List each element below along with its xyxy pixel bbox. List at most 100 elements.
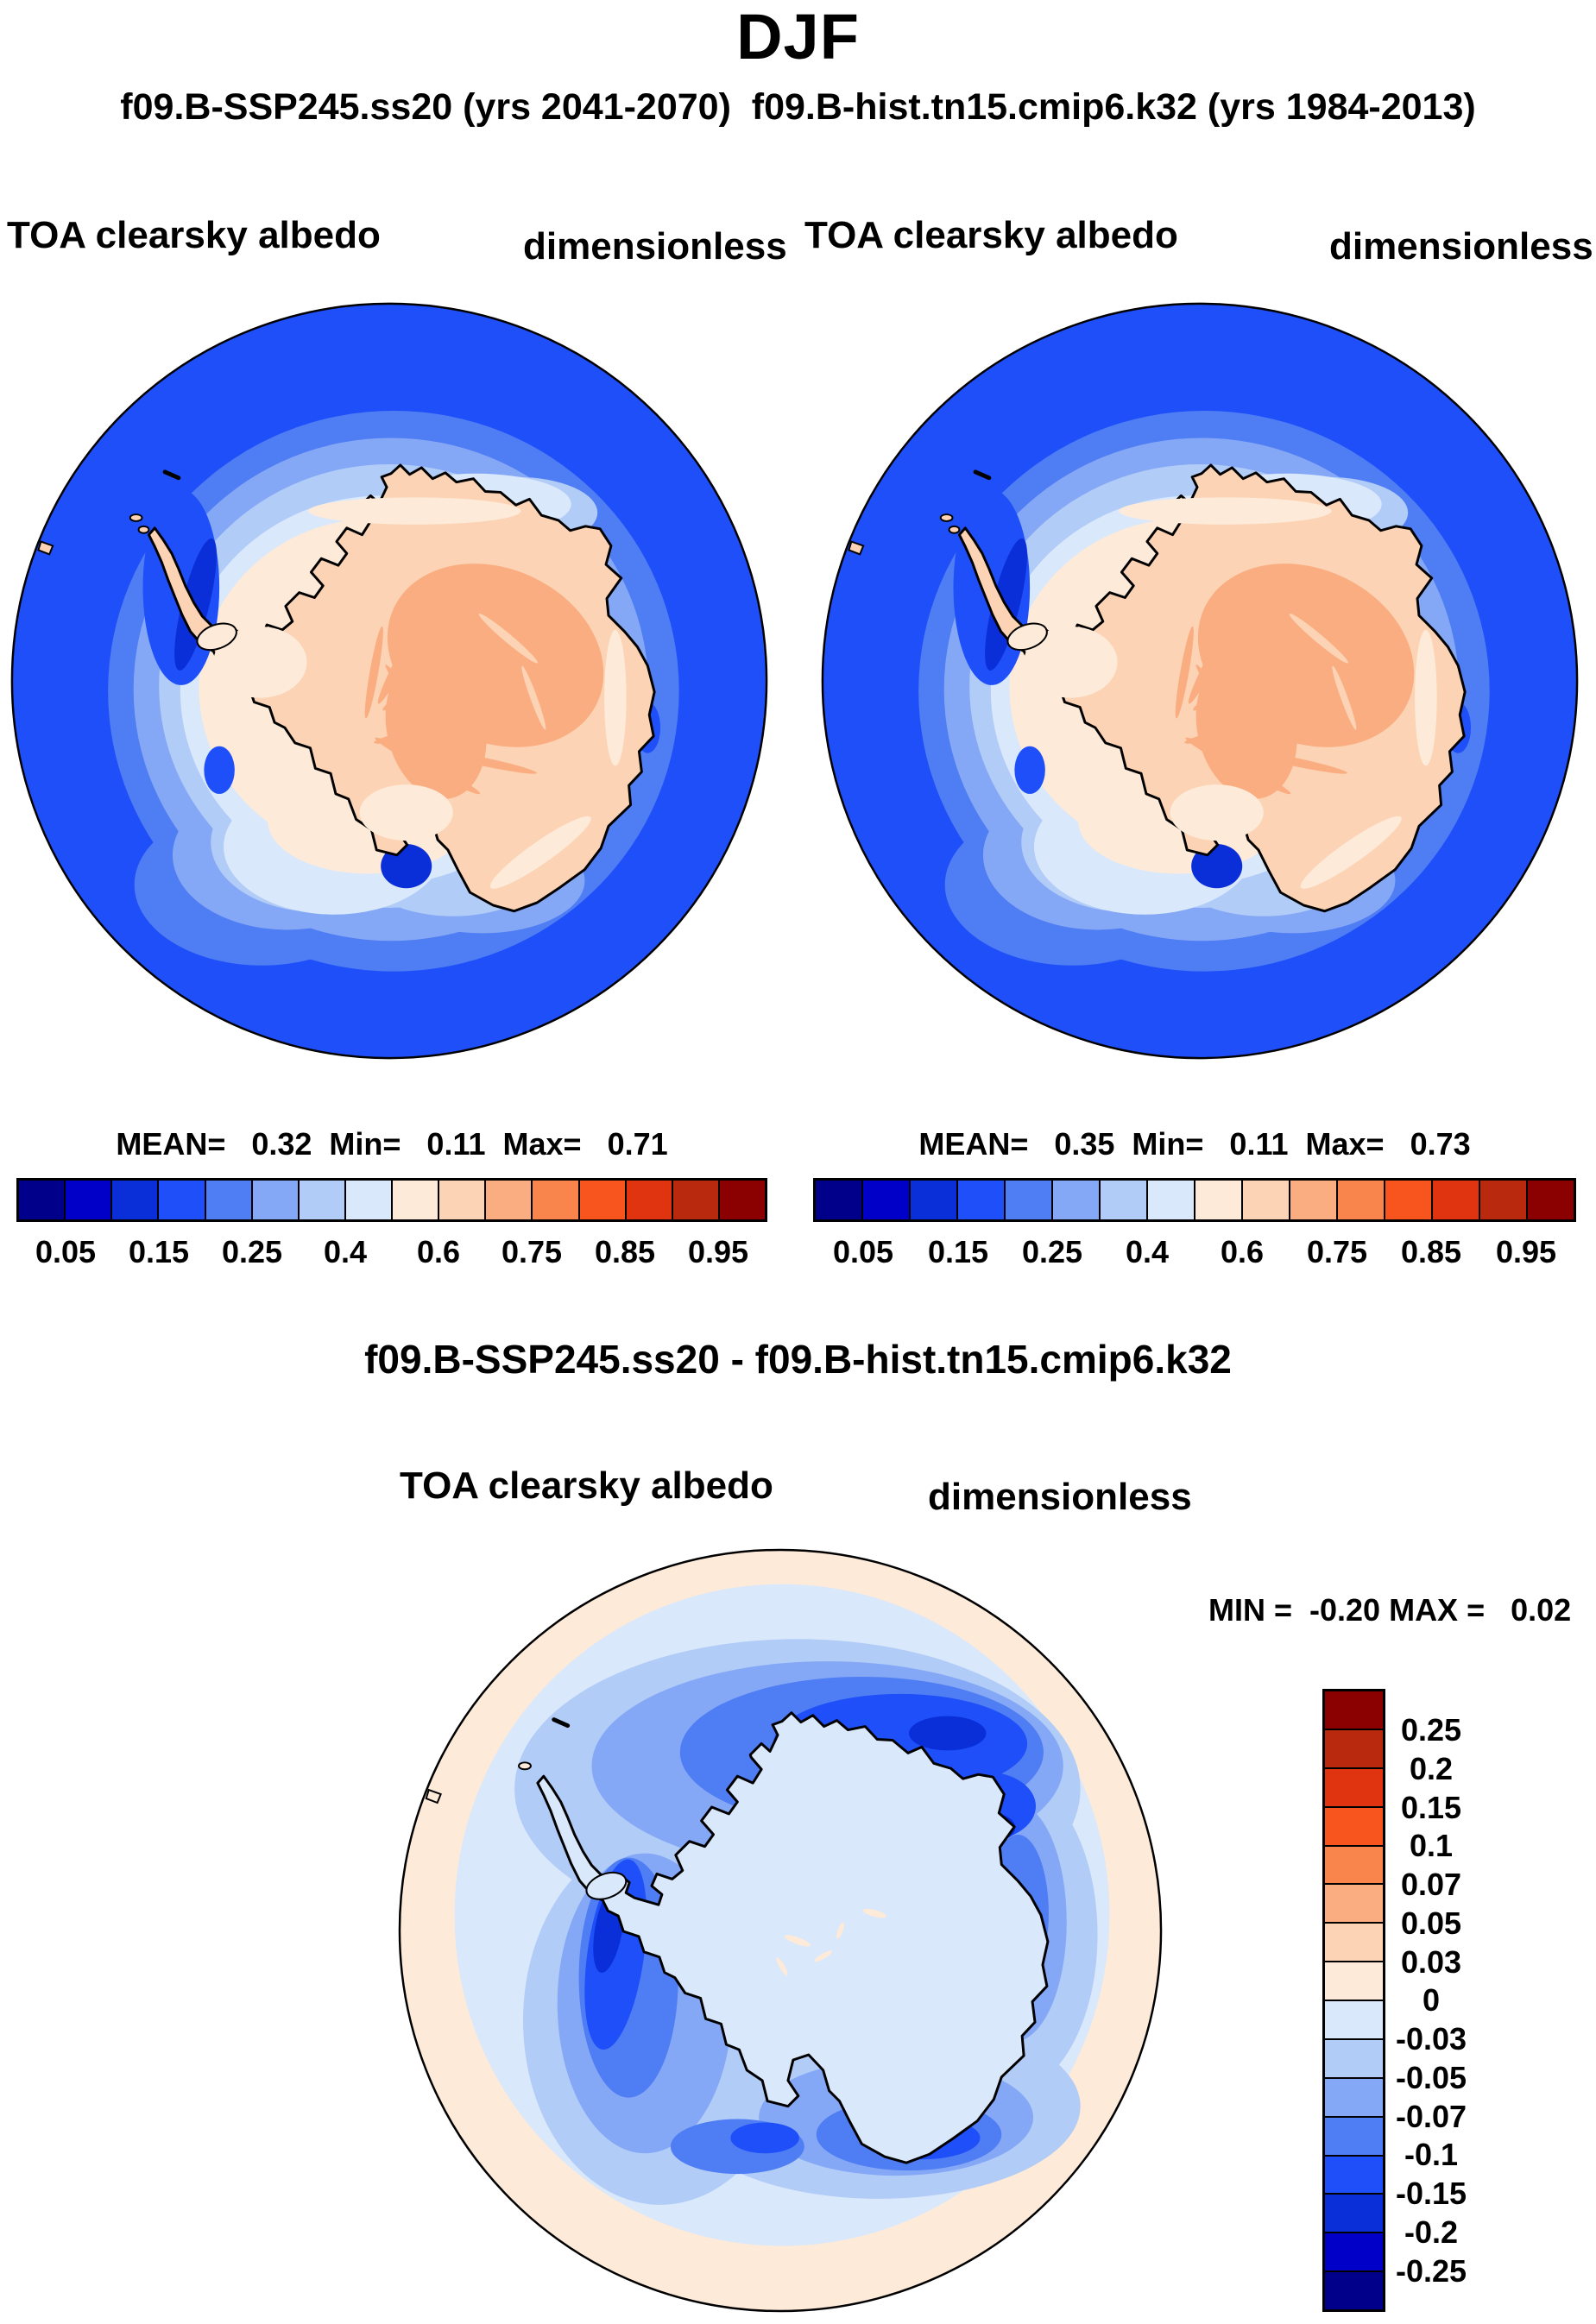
right-field-label: TOA clearsky albedo	[804, 214, 1178, 256]
diff-units-label: dimensionless	[928, 1476, 1192, 1518]
colorbar-tick: 0.6	[416, 1234, 461, 1269]
left-field-label: TOA clearsky albedo	[7, 214, 381, 256]
colorbar-cell	[1325, 2076, 1383, 2116]
colorbar-cell	[1325, 1691, 1383, 1729]
left-colorbar	[16, 1178, 767, 1222]
diff-field-label: TOA clearsky albedo	[400, 1464, 773, 1507]
colorbar-cell	[1336, 1181, 1384, 1219]
right-stats-line: MEAN= 0.35 Min= 0.11 Max= 0.73	[918, 1126, 1471, 1162]
runs-title: f09.B-SSP245.ss20 (yrs 2041-2070) f09.B-…	[120, 86, 1476, 128]
colorbar-tick: 0.25	[1400, 1712, 1462, 1748]
map-albedo-hist	[817, 299, 1582, 1063]
colorbar-tick: -0.03	[1395, 2021, 1467, 2056]
colorbar-cell	[157, 1181, 205, 1219]
colorbar-cell	[1194, 1181, 1241, 1219]
colorbar-tick: 0.85	[594, 1234, 656, 1269]
colorbar-cell	[1325, 1961, 1383, 2000]
colorbar-cell	[1325, 1728, 1383, 1767]
colorbar-cell	[204, 1181, 251, 1219]
colorbar-cell	[297, 1181, 344, 1219]
colorbar-cell	[1325, 1805, 1383, 1845]
colorbar-cell	[344, 1181, 391, 1219]
colorbar-tick: 0.4	[1125, 1234, 1170, 1269]
colorbar-cell	[110, 1181, 158, 1219]
colorbar-cell	[64, 1181, 111, 1219]
colorbar-tick: 0.15	[128, 1234, 190, 1269]
colorbar-cell	[861, 1181, 909, 1219]
colorbar-cell	[250, 1181, 298, 1219]
colorbar-cell	[1325, 2115, 1383, 2155]
colorbar-tick: 0.15	[927, 1234, 989, 1269]
colorbar-tick: -0.1	[1404, 2137, 1459, 2172]
diff-colorbar	[1322, 1689, 1385, 2312]
colorbar-tick: 0.05	[1400, 1905, 1462, 1941]
colorbar-tick: 0	[1422, 1982, 1441, 2018]
colorbar-tick: 0.75	[1306, 1234, 1368, 1269]
colorbar-cell	[1325, 1922, 1383, 1962]
colorbar-tick: 0.95	[687, 1234, 749, 1269]
colorbar-tick: 0.25	[221, 1234, 283, 1269]
colorbar-cell	[1325, 1767, 1383, 1806]
map-albedo-ssp245	[7, 299, 772, 1063]
colorbar-cell	[1325, 2154, 1383, 2194]
left-stats-line: MEAN= 0.32 Min= 0.11 Max= 0.71	[116, 1126, 668, 1162]
colorbar-cell	[531, 1181, 578, 1219]
left-colorbar-ticks: 0.05 0.15 0.25 0.4 0.6 0.75 0.85 0.95	[16, 1234, 767, 1272]
colorbar-tick: 0.4	[323, 1234, 368, 1269]
right-colorbar	[813, 1178, 1576, 1222]
colorbar-tick: 0.05	[35, 1234, 97, 1269]
colorbar-cell	[909, 1181, 956, 1219]
map-albedo-difference	[394, 1545, 1166, 2316]
season-title: DJF	[736, 1, 860, 72]
colorbar-cell	[671, 1181, 718, 1219]
colorbar-cell	[391, 1181, 438, 1219]
colorbar-cell	[816, 1181, 861, 1219]
colorbar-tick: 0.1	[1409, 1828, 1454, 1863]
colorbar-cell	[1325, 2037, 1383, 2077]
colorbar-cell	[624, 1181, 672, 1219]
diff-colorbar-ticks: 0.25 0.2 0.15 0.1 0.07 0.05 0.03 0 -0.03…	[1381, 1689, 1481, 2312]
colorbar-cell	[1526, 1181, 1574, 1219]
colorbar-cell	[577, 1181, 625, 1219]
colorbar-tick: -0.2	[1404, 2214, 1459, 2250]
colorbar-tick: 0.2	[1409, 1751, 1454, 1786]
colorbar-tick: 0.05	[832, 1234, 894, 1269]
colorbar-tick: -0.07	[1395, 2099, 1467, 2134]
colorbar-cell	[438, 1181, 485, 1219]
colorbar-cell	[1325, 2232, 1383, 2271]
colorbar-cell	[1289, 1181, 1336, 1219]
colorbar-tick: 0.75	[501, 1234, 563, 1269]
colorbar-cell	[484, 1181, 532, 1219]
colorbar-cell	[1325, 2000, 1383, 2038]
colorbar-tick: 0.15	[1400, 1790, 1462, 1825]
colorbar-tick: 0.03	[1400, 1944, 1462, 1980]
colorbar-cell	[956, 1181, 1004, 1219]
colorbar-cell	[1325, 2193, 1383, 2233]
colorbar-cell	[1325, 2270, 1383, 2309]
colorbar-tick: 0.07	[1400, 1867, 1462, 1902]
colorbar-tick: 0.85	[1400, 1234, 1462, 1269]
colorbar-cell	[1431, 1181, 1479, 1219]
right-units-label: dimensionless	[1329, 225, 1593, 268]
left-units-label: dimensionless	[523, 225, 787, 268]
colorbar-cell	[1241, 1181, 1289, 1219]
colorbar-cell	[1325, 1844, 1383, 1884]
diff-stats-line: MIN = -0.20 MAX = 0.02	[1208, 1592, 1572, 1628]
colorbar-cell	[1384, 1181, 1431, 1219]
colorbar-cell	[1479, 1181, 1526, 1219]
colorbar-cell	[19, 1181, 65, 1219]
colorbar-tick: 0.25	[1021, 1234, 1083, 1269]
colorbar-tick: 0.95	[1495, 1234, 1557, 1269]
colorbar-cell	[1325, 1883, 1383, 1923]
colorbar-cell	[1051, 1181, 1099, 1219]
diff-title: f09.B-SSP245.ss20 - f09.B-hist.tn15.cmip…	[364, 1337, 1232, 1382]
colorbar-tick: -0.25	[1395, 2253, 1467, 2289]
colorbar-cell	[717, 1181, 765, 1219]
colorbar-cell	[1099, 1181, 1146, 1219]
colorbar-tick: 0.6	[1220, 1234, 1265, 1269]
colorbar-cell	[1146, 1181, 1194, 1219]
right-colorbar-ticks: 0.05 0.15 0.25 0.4 0.6 0.75 0.85 0.95	[813, 1234, 1576, 1272]
colorbar-cell	[1004, 1181, 1051, 1219]
colorbar-tick: -0.05	[1395, 2060, 1467, 2095]
